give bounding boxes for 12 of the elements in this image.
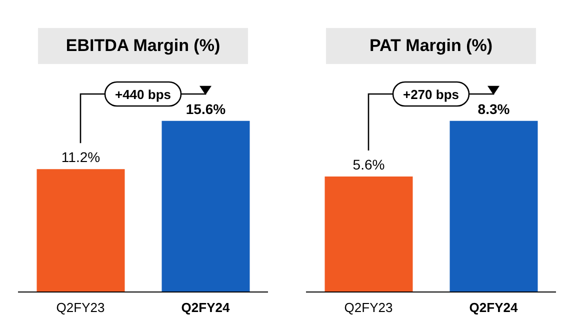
x-tick-label: Q2FY24 xyxy=(469,300,518,315)
chart-title: PAT Margin (%) xyxy=(326,28,536,64)
x-tick-label: Q2FY23 xyxy=(56,300,105,315)
data-label: 11.2% xyxy=(61,149,100,166)
text: +440 bps xyxy=(114,87,172,102)
data-label: 5.6% xyxy=(352,156,385,172)
data-label: 15.6% xyxy=(186,100,226,117)
x-tick-label: Q2FY23 xyxy=(344,300,393,315)
chart-title: EBITDA Margin (%) xyxy=(38,28,248,64)
data-label: 8.3% xyxy=(478,100,510,117)
x-tick-label: Q2FY24 xyxy=(181,300,230,315)
text: +270 bps xyxy=(402,87,460,102)
